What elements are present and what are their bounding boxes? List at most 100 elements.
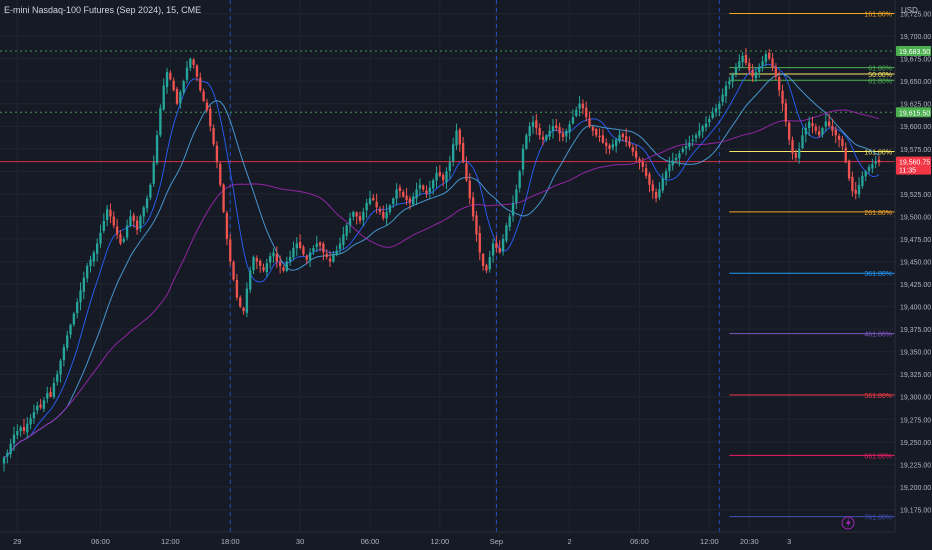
candle-body — [388, 205, 392, 213]
fib-level-label: 61.80% — [868, 78, 892, 85]
candle-body — [621, 133, 624, 138]
candle-body — [671, 160, 674, 166]
candle-body — [398, 187, 402, 192]
price-tick-label: 19,600.00 — [900, 124, 931, 131]
candle-body — [861, 175, 864, 186]
grid — [0, 0, 895, 532]
price-tick-label: 19,700.00 — [900, 34, 931, 41]
candle-body — [595, 129, 598, 136]
candle-body — [498, 248, 501, 253]
candle-body — [378, 209, 382, 212]
candle-body — [471, 197, 475, 217]
candle-body — [162, 85, 165, 110]
candle-body — [222, 184, 225, 212]
price-tick-label: 19,425.00 — [900, 282, 931, 289]
fib-level-label: 761.80% — [864, 515, 892, 522]
time-tick-label: Sep — [490, 537, 503, 546]
time-tick-label: 20:30 — [740, 537, 759, 546]
candle-body — [827, 121, 831, 127]
candle-body — [219, 163, 222, 185]
candle-body — [598, 135, 601, 138]
candle-body — [269, 256, 272, 263]
candle-body — [874, 161, 877, 164]
ma-fast-line — [3, 63, 880, 459]
candle-body — [322, 243, 325, 253]
candle-body — [488, 256, 491, 270]
candle-body — [831, 125, 834, 131]
time-axis: 29 06:00 12:00 18:00 30 06:00 12:00 Sep 2 06:00 12… — [0, 531, 932, 550]
candle-body — [638, 158, 641, 163]
candle-body — [192, 59, 195, 65]
candle-body — [794, 152, 798, 158]
candle-body — [548, 130, 551, 137]
candle-body — [738, 61, 741, 68]
candle-body — [851, 176, 854, 192]
candle-body — [575, 110, 578, 116]
symbol-title[interactable]: E-mini Nasdaq-100 Futures (Sep 2024), 15… — [4, 5, 202, 15]
candle-body — [265, 263, 269, 273]
candle-body — [811, 123, 814, 127]
candle-body — [654, 191, 658, 199]
candle-body — [857, 184, 861, 195]
time-tick-label: 06:00 — [630, 537, 649, 546]
candle-body — [834, 129, 837, 136]
candle-body — [135, 220, 139, 230]
candle-body — [485, 265, 488, 271]
candle-body — [644, 168, 648, 176]
candle-body — [175, 89, 179, 104]
candle-body — [674, 157, 678, 161]
candle-body — [199, 77, 202, 91]
currency-label: USD — [901, 6, 918, 15]
candle-body — [119, 234, 122, 244]
candle-body — [335, 250, 338, 256]
candle-body — [252, 256, 255, 271]
lightning-icon[interactable] — [841, 516, 855, 530]
candle-body — [295, 243, 298, 249]
candle-body — [415, 189, 418, 199]
candle-body — [29, 418, 32, 425]
candle-body — [345, 225, 348, 236]
time-tick-label: 29 — [13, 537, 21, 546]
fib-level-label: 161.80% — [864, 12, 892, 19]
candle-body — [541, 136, 545, 140]
candle-body — [515, 189, 518, 203]
candle-body — [821, 128, 824, 135]
price-tick-label: 19,450.00 — [900, 259, 931, 266]
candle-body — [46, 393, 49, 399]
candle-body — [122, 238, 125, 242]
candle-body — [461, 143, 465, 163]
candle-body — [744, 55, 748, 64]
candle-body — [521, 148, 525, 170]
candle-body — [155, 135, 159, 164]
candle-body — [491, 243, 495, 256]
candle-body — [62, 347, 66, 361]
time-tick-label: 06:00 — [91, 537, 110, 546]
candle-body — [332, 254, 335, 262]
price-tick-label: 19,400.00 — [900, 305, 931, 312]
candle-body — [82, 277, 86, 292]
candle-body — [518, 171, 521, 188]
candle-body — [837, 135, 841, 140]
candle-body — [718, 103, 721, 110]
lightning-icon-ring — [841, 516, 855, 530]
candle-body — [867, 166, 871, 171]
candle-body — [651, 184, 654, 192]
candle-body — [478, 233, 481, 253]
candle-body — [6, 452, 9, 457]
price-tag-label: 19,615.50 — [899, 110, 930, 117]
price-tick-label: 19,200.00 — [900, 485, 931, 492]
candle-body — [229, 239, 232, 262]
price-tick-label: 19,375.00 — [900, 327, 931, 334]
candle-body — [864, 171, 867, 177]
candle-body — [209, 108, 212, 127]
fib-level-label: 50.00% — [868, 72, 892, 79]
candle-body — [684, 146, 688, 149]
candle-body — [212, 127, 215, 145]
candle-body — [318, 242, 322, 246]
candle-body — [395, 189, 398, 199]
lightning-icon-bolt — [846, 518, 851, 528]
candle-body — [142, 207, 145, 217]
candle-body — [72, 313, 76, 325]
candle-body — [668, 164, 671, 172]
